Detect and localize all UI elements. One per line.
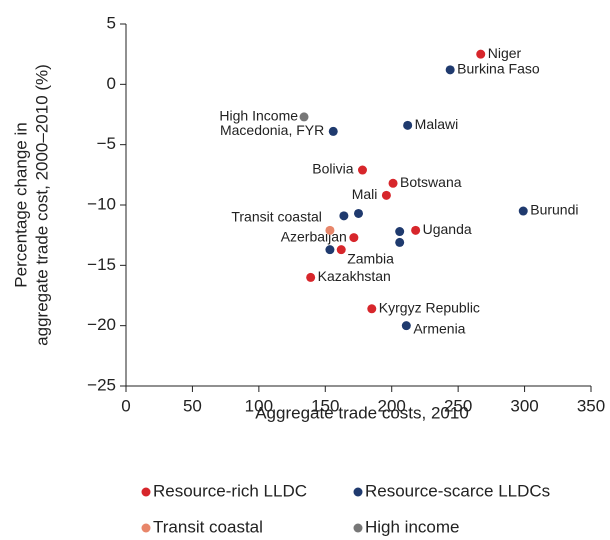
legend-marker xyxy=(353,487,363,497)
x-tick-label: 200 xyxy=(378,396,406,415)
point xyxy=(328,126,338,136)
point xyxy=(388,178,398,188)
point xyxy=(367,304,377,314)
point-label: Bolivia xyxy=(312,161,353,177)
x-tick-label: 150 xyxy=(311,396,339,415)
point-label: Burkina Faso xyxy=(457,61,540,77)
y-tick-label: −10 xyxy=(87,194,116,213)
point xyxy=(381,190,391,200)
point-label: Armenia xyxy=(413,320,465,336)
point-label: Malawi xyxy=(415,116,459,132)
x-tick-label: 350 xyxy=(577,396,605,415)
point-label: Macedonia, FYR xyxy=(220,122,324,138)
point-label: Uganda xyxy=(423,221,472,237)
x-tick-label: 250 xyxy=(444,396,472,415)
point xyxy=(306,272,316,282)
y-tick-label: −15 xyxy=(87,255,116,274)
y-axis-title-line: Percentage change in xyxy=(11,122,30,287)
x-tick-label: 100 xyxy=(245,396,273,415)
legend-marker xyxy=(141,523,151,533)
point xyxy=(395,237,405,247)
y-axis-title: Percentage change in aggregate trade cos… xyxy=(11,64,51,346)
point xyxy=(349,233,359,243)
y-tick-label: −25 xyxy=(87,375,116,394)
point-label: Zambia xyxy=(347,250,394,266)
point-label: Botswana xyxy=(400,174,462,190)
legend-label: Resource-rich LLDC xyxy=(153,481,307,500)
x-tick-label: 300 xyxy=(510,396,538,415)
y-tick-label: −20 xyxy=(87,315,116,334)
x-tick-label: 0 xyxy=(121,396,130,415)
point-label: Kazakhstan xyxy=(318,268,391,284)
point xyxy=(395,227,405,237)
point xyxy=(403,120,413,130)
y-axis-title-line: aggregate trade cost, 2000–2010 (%) xyxy=(32,64,51,346)
point-label: Niger xyxy=(488,45,522,61)
point xyxy=(299,112,309,122)
point xyxy=(518,206,528,216)
point xyxy=(336,245,346,255)
y-tick-label: 5 xyxy=(107,13,116,32)
y-tick-label: −5 xyxy=(97,134,116,153)
point xyxy=(476,49,486,59)
legend-label: Transit coastal xyxy=(153,517,263,536)
point-label: Mali xyxy=(352,186,378,202)
point-label: Kyrgyz Republic xyxy=(379,299,480,315)
point xyxy=(339,211,349,221)
legend-label: Resource-scarce LLDCs xyxy=(365,481,550,500)
x-axis-title: Aggregate trade costs, 2010 xyxy=(255,403,469,422)
point xyxy=(401,321,411,331)
x-tick-label: 50 xyxy=(183,396,202,415)
point xyxy=(357,165,367,175)
point xyxy=(354,208,363,218)
point-label: Azerbaijan xyxy=(281,228,347,244)
point xyxy=(325,225,335,235)
legend-marker xyxy=(141,487,151,497)
legend-label: High income xyxy=(365,517,460,536)
legend-marker xyxy=(353,523,363,533)
point xyxy=(325,245,335,255)
point-label: Burundi xyxy=(530,202,578,218)
point xyxy=(445,65,455,75)
y-tick-label: 0 xyxy=(107,74,116,93)
point xyxy=(411,225,421,235)
point-label: High Income xyxy=(219,108,298,124)
point-label: Transit coastal xyxy=(231,209,322,225)
